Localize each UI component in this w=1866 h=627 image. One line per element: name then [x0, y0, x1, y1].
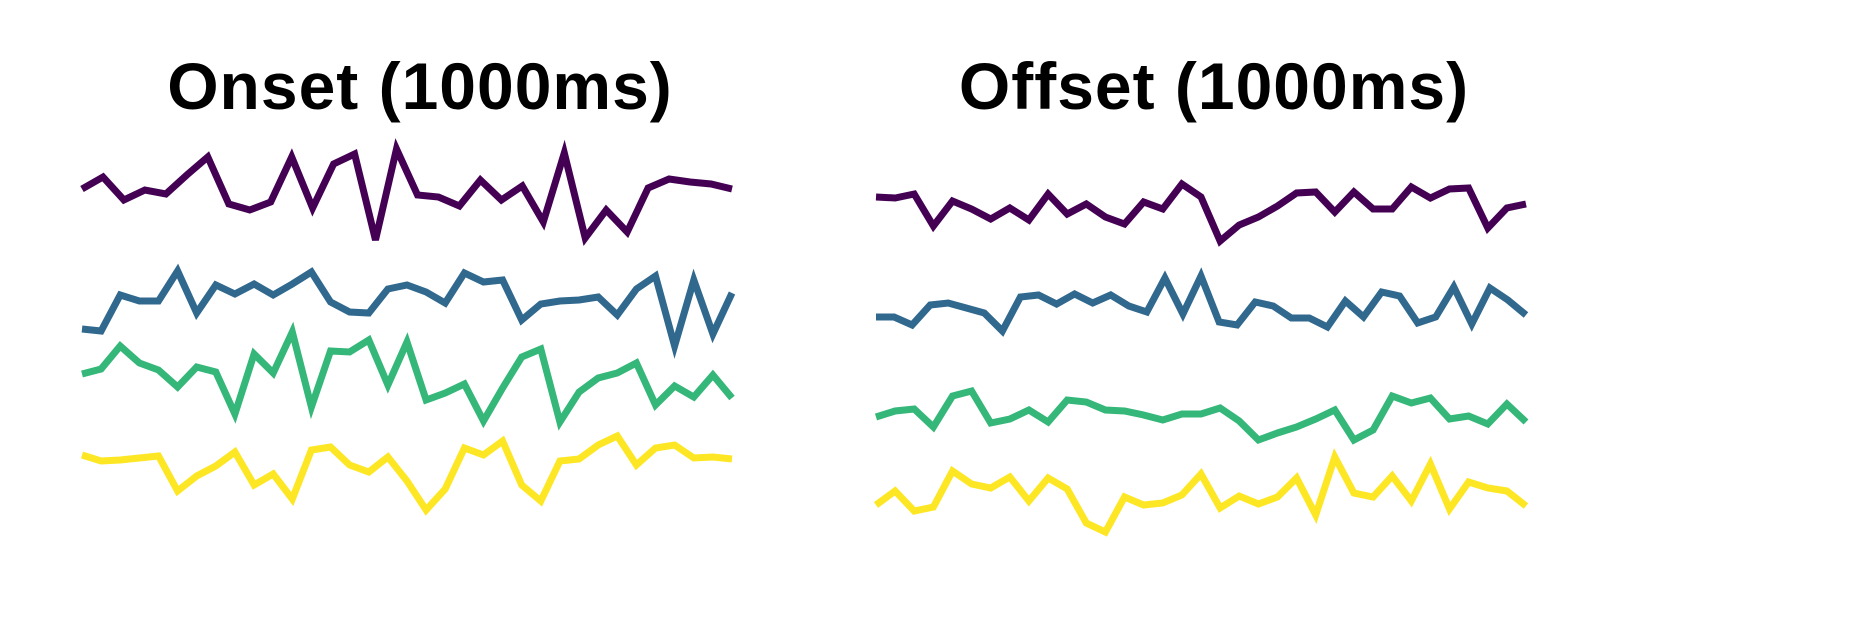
onset-title: Onset (1000ms): [167, 49, 673, 123]
onset-series-line-1: [80, 138, 733, 247]
onset-chart: [80, 138, 736, 516]
offset-series-line-3: [874, 386, 1529, 445]
offset-chart: [873, 179, 1529, 537]
offset-title: Offset (1000ms): [958, 49, 1470, 123]
onset-series-line-2: [81, 263, 736, 359]
offset-series-line-2: [876, 267, 1529, 337]
onset-panel: Onset (1000ms): [70, 0, 750, 627]
onset-series-line-4: [80, 431, 733, 516]
offset-series-line-1: [875, 179, 1527, 247]
offset-series-line-4: [873, 448, 1529, 537]
onset-series-line-3: [81, 321, 735, 431]
offset-panel: Offset (1000ms): [860, 0, 1550, 627]
